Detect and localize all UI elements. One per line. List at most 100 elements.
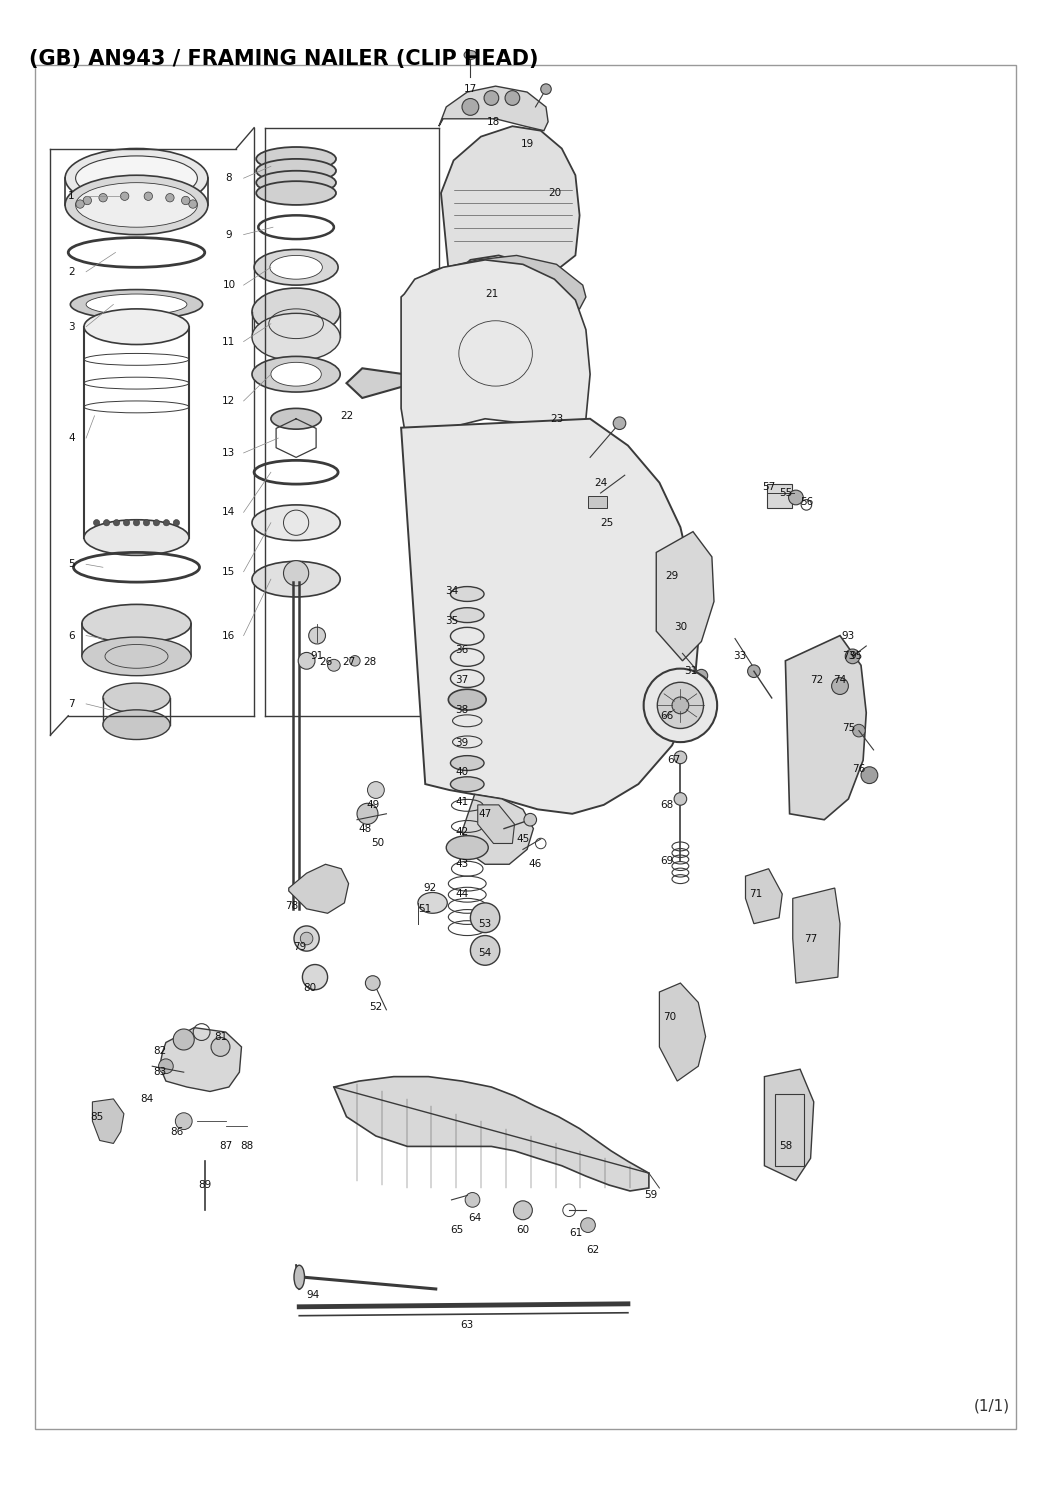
Text: 65: 65 [450, 1225, 463, 1234]
Circle shape [113, 520, 120, 526]
Text: 87: 87 [219, 1142, 232, 1151]
Text: (1/1): (1/1) [974, 1399, 1010, 1414]
Text: 36: 36 [456, 646, 468, 655]
Circle shape [294, 927, 319, 950]
Circle shape [99, 193, 107, 202]
Ellipse shape [446, 836, 488, 860]
Ellipse shape [82, 604, 191, 643]
Text: 38: 38 [456, 705, 468, 714]
Polygon shape [410, 255, 586, 309]
Circle shape [153, 520, 160, 526]
Text: 77: 77 [804, 934, 817, 943]
Text: 18: 18 [487, 117, 500, 126]
Text: 71: 71 [750, 890, 762, 898]
Circle shape [309, 627, 326, 644]
Text: 79: 79 [293, 943, 306, 952]
Text: 78: 78 [286, 901, 298, 910]
Circle shape [144, 192, 152, 200]
Text: 25: 25 [601, 518, 613, 527]
Ellipse shape [270, 255, 322, 279]
Circle shape [672, 696, 689, 714]
Ellipse shape [450, 587, 484, 601]
Text: 85: 85 [90, 1112, 103, 1121]
Text: 55: 55 [779, 489, 792, 497]
Text: 75: 75 [842, 723, 855, 732]
Ellipse shape [76, 183, 197, 227]
Polygon shape [160, 1028, 242, 1091]
Polygon shape [401, 260, 590, 443]
Text: 45: 45 [517, 835, 529, 843]
Circle shape [748, 665, 760, 677]
Text: 68: 68 [660, 800, 673, 809]
Circle shape [159, 1059, 173, 1074]
Text: 46: 46 [529, 860, 542, 869]
Text: 74: 74 [834, 676, 846, 685]
Text: 54: 54 [479, 949, 491, 958]
Text: 86: 86 [170, 1127, 183, 1136]
Text: 70: 70 [664, 1013, 676, 1022]
Ellipse shape [252, 313, 340, 361]
Ellipse shape [84, 520, 189, 555]
Circle shape [674, 793, 687, 805]
Text: 40: 40 [456, 768, 468, 777]
Text: 60: 60 [517, 1225, 529, 1234]
Polygon shape [441, 126, 580, 279]
Circle shape [581, 1218, 595, 1233]
Polygon shape [478, 805, 514, 843]
Circle shape [513, 1201, 532, 1219]
Ellipse shape [450, 607, 484, 622]
Polygon shape [746, 869, 782, 924]
Circle shape [484, 91, 499, 105]
Text: 61: 61 [569, 1228, 582, 1237]
Ellipse shape [418, 892, 447, 913]
Text: 83: 83 [153, 1068, 166, 1077]
Circle shape [103, 520, 110, 526]
Circle shape [368, 781, 384, 799]
Text: 16: 16 [223, 631, 235, 640]
Circle shape [133, 520, 140, 526]
Ellipse shape [252, 288, 340, 336]
Ellipse shape [252, 505, 340, 541]
Text: 7: 7 [68, 699, 75, 708]
Text: 92: 92 [424, 884, 437, 892]
Text: 63: 63 [461, 1320, 474, 1329]
Text: 22: 22 [340, 411, 353, 420]
Ellipse shape [464, 50, 477, 59]
Text: 28: 28 [363, 658, 376, 667]
Text: 72: 72 [811, 676, 823, 685]
Ellipse shape [70, 290, 203, 319]
Text: 31: 31 [685, 667, 697, 676]
Ellipse shape [65, 175, 208, 235]
Text: 13: 13 [223, 448, 235, 457]
Circle shape [175, 1112, 192, 1130]
Text: 93: 93 [842, 631, 855, 640]
Text: 24: 24 [594, 478, 607, 487]
Text: 9: 9 [226, 230, 232, 239]
Text: 62: 62 [587, 1246, 600, 1255]
Text: 57: 57 [762, 483, 775, 492]
Text: 50: 50 [372, 839, 384, 848]
Polygon shape [793, 888, 840, 983]
Text: 33: 33 [734, 652, 747, 661]
Circle shape [845, 649, 860, 664]
Polygon shape [659, 983, 706, 1081]
Bar [775, 1094, 804, 1166]
Text: 48: 48 [359, 824, 372, 833]
Text: 69: 69 [660, 857, 673, 866]
Circle shape [695, 670, 708, 682]
Text: 59: 59 [645, 1191, 657, 1200]
Circle shape [76, 200, 84, 208]
Ellipse shape [256, 159, 336, 183]
Ellipse shape [256, 171, 336, 195]
Ellipse shape [82, 242, 191, 263]
Circle shape [123, 520, 129, 526]
Circle shape [121, 192, 129, 200]
Text: (GB) AN943 / FRAMING NAILER (CLIP HEAD): (GB) AN943 / FRAMING NAILER (CLIP HEAD) [29, 49, 539, 68]
Polygon shape [439, 86, 548, 131]
Text: 95: 95 [849, 652, 862, 661]
Text: 82: 82 [153, 1047, 166, 1056]
Text: 12: 12 [223, 396, 235, 405]
Circle shape [524, 814, 537, 826]
Text: 52: 52 [370, 1002, 382, 1011]
Ellipse shape [65, 148, 208, 208]
